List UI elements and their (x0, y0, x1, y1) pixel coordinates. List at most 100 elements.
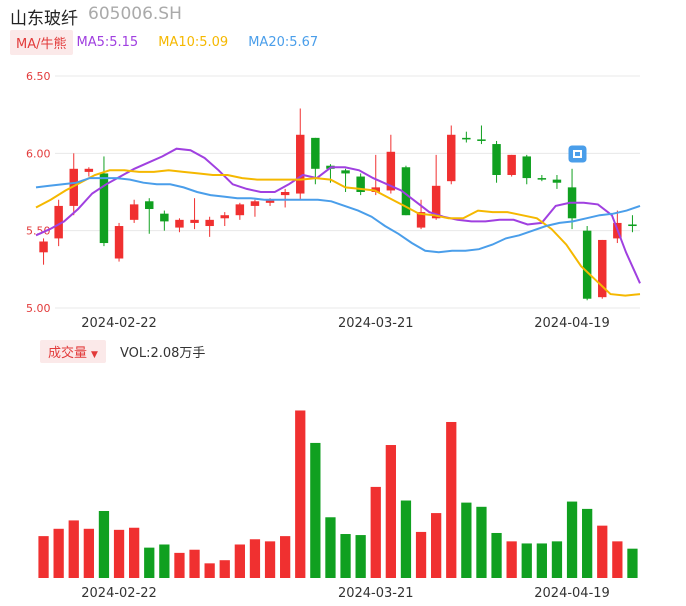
volume-bar[interactable] (415, 531, 427, 578)
candle[interactable] (356, 173, 365, 196)
volume-bar[interactable] (204, 563, 215, 578)
volume-bar[interactable] (370, 486, 381, 578)
volume-bar[interactable] (249, 539, 261, 578)
candle[interactable] (477, 125, 486, 145)
candle-body (431, 185, 441, 219)
candle[interactable] (190, 198, 199, 230)
candle-body (54, 205, 63, 239)
volume-bar[interactable] (98, 510, 110, 578)
candle[interactable] (371, 154, 380, 196)
candle-body (114, 226, 124, 259)
candle[interactable] (250, 199, 260, 217)
candle[interactable] (552, 174, 562, 189)
candle[interactable] (582, 226, 592, 301)
candle[interactable] (175, 218, 184, 233)
volume-bar[interactable] (340, 534, 351, 578)
volume-bar[interactable] (446, 421, 457, 578)
ma-indicator-button[interactable]: MA/牛熊 (10, 29, 73, 55)
price-y-axis: 6.50 6.00 5.50 5.00 (26, 70, 51, 315)
volume-bar[interactable] (174, 552, 185, 578)
candle-body (507, 154, 516, 175)
candle-body (129, 204, 139, 220)
candle[interactable] (311, 137, 320, 185)
volume-bar[interactable] (431, 513, 442, 578)
candle[interactable] (492, 140, 501, 183)
volume-legend: 成交量 ▼ VOL:2.08万手 (40, 339, 205, 363)
candle-body (265, 199, 275, 203)
candle[interactable] (205, 216, 214, 237)
volume-bar[interactable] (506, 541, 517, 578)
candle[interactable] (235, 202, 245, 220)
info-marker-icon[interactable] (568, 145, 587, 163)
candle[interactable] (386, 134, 396, 194)
volume-bar[interactable] (627, 548, 638, 578)
ma10-line (35, 169, 641, 297)
candle[interactable] (160, 210, 169, 231)
volume-bar[interactable] (461, 502, 472, 578)
volume-bar[interactable] (325, 517, 336, 578)
candle-body (582, 230, 592, 299)
x-tick-label: 2024-02-22 (81, 316, 157, 331)
candle[interactable] (628, 215, 637, 233)
volume-bar[interactable] (53, 528, 64, 578)
candle-body (462, 137, 471, 140)
volume-bar[interactable] (68, 520, 79, 578)
candle-body (537, 178, 547, 180)
volume-bar[interactable] (295, 410, 306, 578)
volume-bar[interactable] (400, 500, 412, 578)
candle[interactable] (537, 174, 547, 182)
volume-bar[interactable] (597, 525, 608, 578)
volume-bar[interactable] (234, 544, 245, 578)
volume-bar[interactable] (159, 544, 170, 578)
candle[interactable] (522, 154, 531, 185)
volume-bar[interactable] (144, 547, 155, 578)
candle[interactable] (39, 238, 48, 265)
volume-bar[interactable] (129, 527, 140, 578)
candle-body (477, 139, 486, 141)
volume-bar[interactable] (491, 532, 502, 578)
volume-bar[interactable] (385, 445, 396, 578)
volume-bar[interactable] (38, 536, 49, 578)
candle[interactable] (280, 188, 290, 208)
volume-indicator-button[interactable]: 成交量 ▼ (40, 339, 106, 363)
volume-bar[interactable] (566, 501, 578, 578)
candle[interactable] (462, 131, 471, 143)
candle[interactable] (507, 154, 516, 177)
candle-body (39, 241, 48, 253)
candle[interactable] (69, 153, 78, 216)
x-tick-label: 2024-02-22 (81, 586, 157, 601)
volume-bar[interactable] (551, 541, 563, 578)
volume-bar[interactable] (476, 506, 487, 578)
candle[interactable] (431, 154, 441, 220)
candle-body (235, 204, 245, 216)
candle[interactable] (54, 199, 63, 247)
candle[interactable] (84, 167, 94, 177)
candle-body (598, 239, 607, 298)
volume-bar[interactable] (310, 442, 321, 578)
candle[interactable] (129, 199, 139, 223)
candle-body (190, 219, 199, 223)
candle-body (492, 144, 501, 175)
volume-x-axis: 2024-02-22 2024-03-21 2024-04-19 (81, 586, 610, 601)
volume-bar[interactable] (536, 543, 547, 578)
candle[interactable] (296, 108, 305, 200)
candle-body (280, 192, 290, 196)
volume-bar[interactable] (280, 536, 291, 578)
candle[interactable] (99, 156, 109, 247)
candle[interactable] (220, 212, 229, 227)
volume-bar[interactable] (219, 560, 230, 578)
candle[interactable] (447, 125, 456, 185)
candle[interactable] (114, 222, 124, 262)
volume-bar[interactable] (521, 543, 532, 578)
candle[interactable] (598, 239, 607, 299)
volume-bar[interactable] (83, 528, 94, 578)
volume-bar[interactable] (113, 529, 125, 578)
volume-bar[interactable] (264, 541, 276, 578)
x-tick-label: 2024-03-21 (338, 316, 414, 331)
volume-bar[interactable] (612, 541, 623, 578)
volume-bar[interactable] (189, 549, 200, 578)
volume-bar[interactable] (355, 535, 366, 578)
volume-bar[interactable] (582, 508, 593, 578)
candle[interactable] (145, 198, 154, 234)
